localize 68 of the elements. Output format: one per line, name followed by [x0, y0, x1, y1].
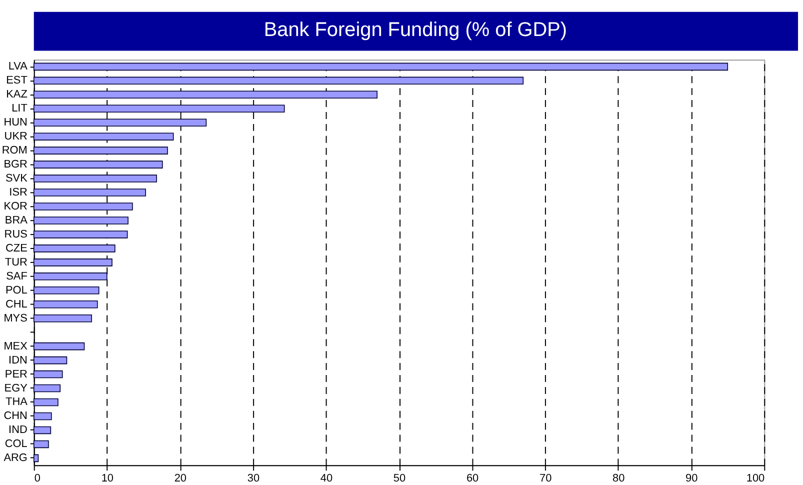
- bar: [33, 286, 100, 294]
- x-tick-label: 50: [393, 472, 406, 485]
- y-tick-label: COL: [4, 438, 28, 450]
- y-tick-label: ROM: [2, 144, 28, 157]
- bar: [33, 132, 174, 140]
- bar: [33, 146, 168, 154]
- bar: [33, 342, 85, 350]
- bar: [33, 356, 68, 364]
- y-tick-label: UKR: [4, 130, 28, 143]
- x-tick-label: 70: [539, 472, 552, 485]
- y-tick-label: IND: [8, 424, 28, 436]
- bar: [33, 300, 98, 308]
- y-tick-label: MEX: [4, 340, 28, 352]
- x-tick-label: 10: [101, 472, 114, 485]
- y-tick-label: PER: [4, 368, 28, 380]
- y-tick-label: BRA: [4, 214, 28, 226]
- y-tick-label: SVK: [6, 172, 28, 185]
- bar: [33, 258, 112, 266]
- bar: [33, 454, 39, 462]
- bar: [33, 62, 728, 71]
- bar: [33, 412, 52, 420]
- y-tick-label: ISR: [9, 186, 28, 199]
- y-tick-label: EGY: [4, 382, 28, 394]
- y-tick-label: LVA: [8, 60, 28, 73]
- x-tick-label: 60: [466, 472, 479, 485]
- bar: [33, 440, 49, 448]
- y-tick-label: CHL: [6, 298, 28, 310]
- x-tick-label: 100: [746, 472, 765, 485]
- bar: [33, 216, 128, 224]
- bar: [33, 160, 163, 168]
- bar: [33, 76, 524, 85]
- y-tick-label: CZE: [6, 242, 28, 254]
- y-tick-label: CHN: [4, 410, 28, 422]
- bar: [33, 272, 108, 280]
- bar: [33, 230, 128, 238]
- bar: [33, 118, 207, 126]
- y-tick-label: ARG: [4, 452, 28, 464]
- bar: [33, 90, 378, 99]
- y-tick-label: HUN: [4, 116, 28, 129]
- y-tick-label: BGR: [4, 158, 28, 171]
- x-tick-label: 90: [686, 472, 698, 485]
- bar: [33, 370, 63, 378]
- y-tick-label: SAF: [6, 270, 28, 282]
- y-tick-label: RUS: [4, 228, 28, 240]
- x-tick-label: 30: [247, 472, 260, 485]
- y-tick-label: KOR: [4, 200, 28, 212]
- bar: [33, 202, 133, 210]
- y-tick-label: IDN: [8, 354, 28, 366]
- bar: [33, 426, 52, 434]
- bar: [33, 398, 58, 406]
- y-tick-label: EST: [6, 74, 28, 87]
- bar: [33, 188, 146, 196]
- x-tick-label: 20: [174, 472, 187, 485]
- bar: [33, 104, 285, 113]
- bar: [33, 174, 157, 182]
- y-tick-label: KAZ: [6, 88, 28, 101]
- y-tick-label: THA: [6, 396, 28, 408]
- y-tick-label: MYS: [4, 312, 28, 324]
- bar: [33, 244, 116, 252]
- bar: [33, 314, 92, 322]
- y-tick-label: TUR: [4, 256, 28, 268]
- y-tick-label: LIT: [12, 102, 28, 115]
- x-tick-label: 80: [612, 472, 625, 485]
- x-tick-label: 0: [34, 472, 40, 485]
- x-tick-label: 40: [320, 472, 333, 485]
- chart-title: Bank Foreign Funding (% of GDP): [264, 18, 568, 41]
- bar: [33, 384, 61, 392]
- y-tick-label: POL: [6, 284, 28, 296]
